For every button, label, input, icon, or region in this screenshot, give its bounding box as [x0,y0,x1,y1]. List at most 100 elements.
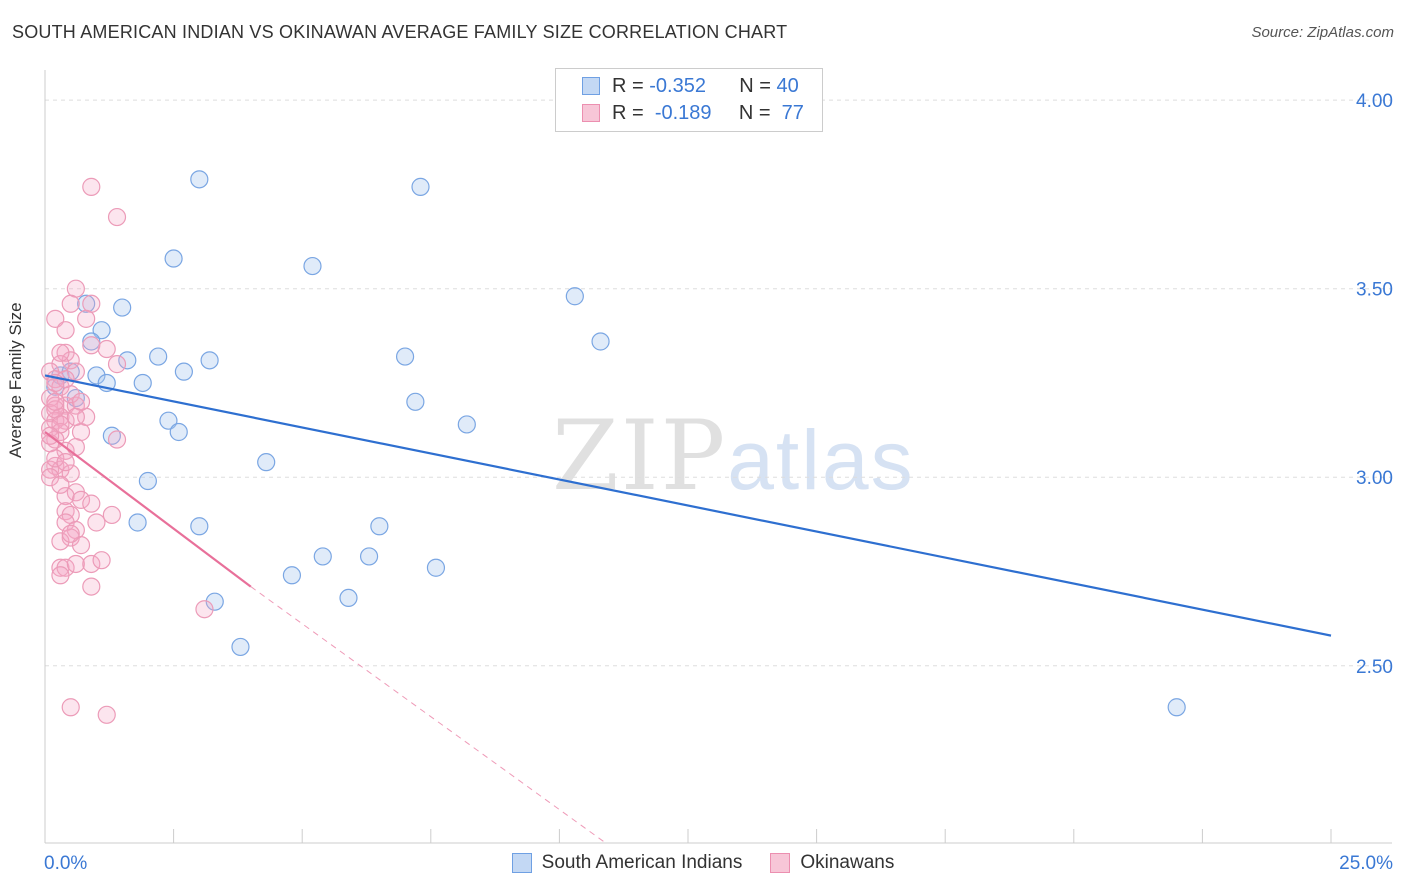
chart-title: SOUTH AMERICAN INDIAN VS OKINAWAN AVERAG… [12,22,788,42]
okinawans-point [61,698,80,717]
okinawans-trend-extension [250,586,606,844]
south-american-indians-point [457,415,476,434]
south-american-indians-point [138,471,157,491]
legend-n-value: 77 [781,101,804,124]
okinawans-point [41,460,60,479]
south-american-indians-point [133,373,152,393]
okinawans-point [82,554,101,574]
south-american-indians-trend-line [44,374,1332,637]
south-american-indians-point [200,351,219,370]
okinawans-point [51,343,70,362]
okinawans-trend-line [44,431,252,588]
correlation-legend: R = -0.352 N = 40 R = -0.189 N = 77 [555,68,823,132]
series-legend: South American Indians Okinawans [0,852,1406,874]
okinawans-point [82,294,101,313]
south-american-indians-point [205,592,224,611]
legend-label: Okinawans [800,852,895,873]
legend-r-value: -0.352 [649,74,706,97]
y-tick-label: 4.00 [1356,91,1393,112]
legend-n-label: N = [739,74,771,97]
south-american-indians-point [411,177,430,196]
south-american-indians-point [282,566,302,585]
okinawans-point [107,207,127,227]
okinawans-point [61,351,80,370]
okinawans-point [46,392,65,411]
okinawans-point [107,430,127,449]
south-american-indians-point [1167,698,1186,717]
south-american-indians-point [92,321,111,340]
y-tick-label: 3.00 [1356,468,1393,489]
legend-r-label: R = [612,101,644,124]
legend-swatch-blue [582,77,600,95]
south-american-indians-point [313,547,332,566]
watermark: ZIPatlas [552,400,915,512]
south-american-indians-point [87,366,106,385]
south-american-indians-point [303,256,322,276]
okinawans-point [41,468,60,487]
legend-n-value: 40 [776,74,799,97]
okinawans-point [66,407,85,427]
legend-item-okinawans[interactable]: Okinawans [770,852,894,874]
south-american-indians-point [190,517,209,536]
south-american-indians-point [118,351,137,370]
south-american-indians-point [77,294,96,313]
legend-r-label: R = [612,74,644,97]
south-american-indians-point [164,249,183,268]
okinawans-point [51,415,70,434]
south-american-indians-point [128,513,147,532]
south-american-indians-point [169,422,188,442]
source-label: Source: ZipAtlas.com [1251,24,1394,41]
okinawans-point [51,558,70,577]
okinawans-point [56,396,75,415]
legend-item-south-american-indians[interactable]: South American Indians [511,852,742,874]
okinawans-point [61,294,80,313]
watermark-atlas: atlas [727,413,915,507]
legend-swatch-pink [770,853,791,873]
okinawans-point [71,536,91,555]
okinawans-point [66,279,85,298]
south-american-indians-point [359,547,379,566]
okinawans-point [66,554,85,574]
y-tick-label: 2.50 [1356,657,1393,678]
y-tick-label: 3.50 [1356,280,1393,301]
okinawans-point [82,577,101,596]
watermark-zip: ZIP [552,400,728,512]
okinawans-point [46,449,65,468]
okinawans-point [82,177,101,196]
okinawans-point [92,551,111,570]
south-american-indians-point [370,517,389,536]
okinawans-point [56,453,75,472]
okinawans-point [195,600,214,619]
south-american-indians-point [231,637,250,657]
y-axis-label: Average Family Size [6,302,25,458]
okinawans-point [51,532,70,551]
legend-r-value: -0.189 [654,101,712,124]
okinawans-point [71,392,91,411]
legend-swatch-pink [582,104,600,122]
okinawans-point [71,490,91,509]
okinawans-point [66,437,85,457]
okinawans-point [107,355,127,374]
okinawans-point [77,309,96,328]
okinawans-point [51,566,70,585]
south-american-indians-point [257,453,276,472]
south-american-indians-point [406,392,425,411]
legend-row-blue: R = -0.352 N = 40 [556,73,799,99]
south-american-indians-point [395,347,415,366]
okinawans-point [82,336,101,355]
south-american-indians-point [190,170,209,189]
legend-n-label: N = [738,101,771,124]
okinawans-point [97,339,116,359]
south-american-indians-point [565,287,584,306]
south-american-indians-point [339,588,358,608]
south-american-indians-point [159,411,178,430]
south-american-indians-point [591,332,610,351]
legend-swatch-blue [511,853,532,873]
okinawans-point [71,422,91,442]
okinawans-point [97,705,116,724]
okinawans-point [66,362,85,381]
south-american-indians-point [426,558,446,577]
okinawans-point [102,505,121,525]
south-american-indians-point [174,362,193,381]
okinawans-point [56,321,75,340]
